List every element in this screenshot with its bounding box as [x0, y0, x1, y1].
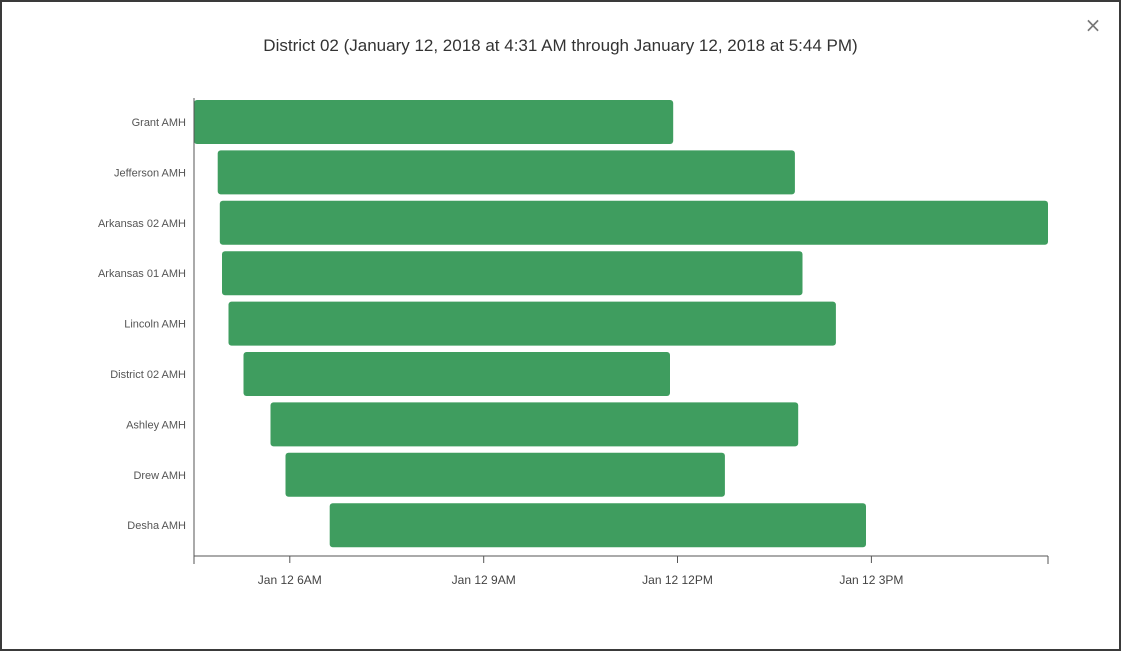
- bar-grant-amh[interactable]: [194, 100, 674, 144]
- category-label: Arkansas 01 AMH: [98, 268, 186, 280]
- bar-desha-amh[interactable]: [329, 503, 866, 548]
- bar-drew-amh[interactable]: [285, 452, 725, 497]
- category-label: Drew AMH: [133, 470, 186, 482]
- category-label: Ashley AMH: [126, 419, 186, 431]
- category-label: Desha AMH: [127, 520, 186, 532]
- bar-arkansas-02-amh[interactable]: [219, 200, 1049, 245]
- bar-district-02-amh[interactable]: [243, 352, 671, 396]
- x-tick-label: Jan 12 12PM: [642, 573, 713, 587]
- x-tick-label: Jan 12 3PM: [839, 573, 903, 587]
- bar-jefferson-amh[interactable]: [217, 150, 795, 195]
- close-icon[interactable]: ×: [1084, 13, 1102, 37]
- category-label: Jefferson AMH: [114, 167, 186, 179]
- bar-lincoln-amh[interactable]: [228, 301, 836, 346]
- chart-title: District 02 (January 12, 2018 at 4:31 AM…: [263, 36, 858, 55]
- category-label: Arkansas 02 AMH: [98, 218, 186, 230]
- category-label: Lincoln AMH: [124, 319, 186, 331]
- bar-ashley-amh[interactable]: [270, 402, 799, 447]
- x-axis: Jan 12 6AM Jan 12 9AM Jan 12 12PM Jan 12 3P…: [193, 98, 1049, 587]
- category-label: District 02 AMH: [110, 369, 186, 381]
- x-tick-label: Jan 12 9AM: [452, 573, 516, 587]
- bar-arkansas-01-amh[interactable]: [222, 251, 803, 296]
- category-labels: Grant AMH Jefferson AMH Arkansas 02 AMH Ark…: [98, 117, 186, 532]
- bars-layer: [194, 100, 1049, 548]
- x-tick-label: Jan 12 6AM: [258, 573, 322, 587]
- category-label: Grant AMH: [132, 117, 186, 129]
